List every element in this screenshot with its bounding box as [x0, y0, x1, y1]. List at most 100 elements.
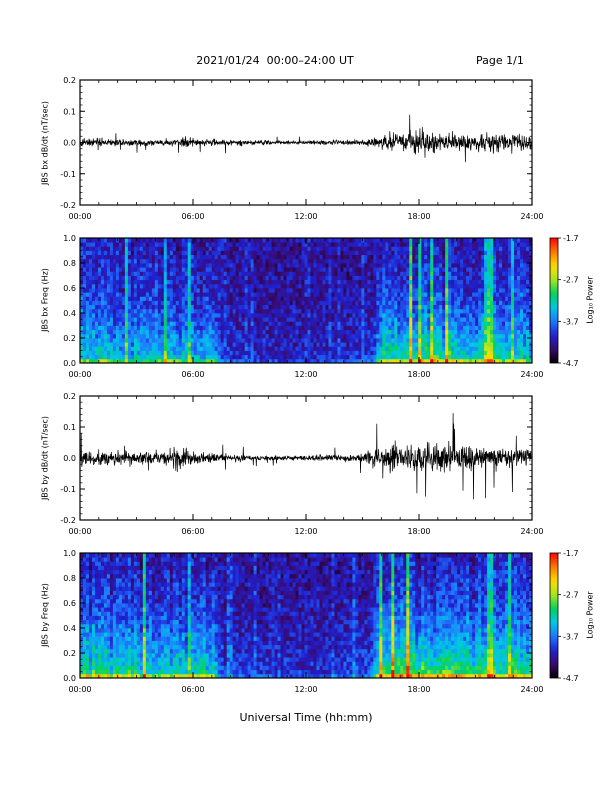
- spectrogram-cell: [409, 254, 413, 260]
- spectrogram-cell: [385, 300, 389, 306]
- spectrogram-cell: [499, 329, 503, 335]
- spectrogram-cell: [283, 254, 287, 260]
- spectrogram-cell: [337, 283, 341, 289]
- spectrogram-cell: [151, 300, 156, 306]
- spectrogram-cell: [136, 271, 141, 276]
- spectrogram-cell: [205, 271, 210, 276]
- spectrogram-cell: [511, 296, 515, 301]
- spectrogram-cell: [391, 267, 395, 272]
- spectrogram-cell: [160, 250, 165, 256]
- spectrogram-cell: [499, 292, 503, 297]
- spectrogram-cell: [484, 242, 488, 247]
- spectrogram-cell: [82, 288, 87, 293]
- spectrogram-cell: [325, 292, 329, 297]
- spectrogram-cell: [400, 350, 404, 356]
- spectrogram-cell: [508, 283, 512, 289]
- spectrogram-cell: [178, 308, 183, 314]
- spectrogram-cell: [196, 246, 201, 251]
- spectrogram-cell: [271, 288, 275, 293]
- spectrogram-cell: [127, 304, 132, 310]
- spectrogram-cell: [157, 354, 162, 360]
- spectrogram-cell: [253, 267, 258, 272]
- spectrogram-cell: [157, 279, 162, 285]
- spectrogram-cell: [490, 296, 494, 301]
- spectrogram-cell: [391, 300, 395, 306]
- spectrogram-cell: [80, 611, 84, 616]
- spectrogram-cell: [85, 313, 90, 318]
- spectrogram-cell: [385, 242, 389, 247]
- spectrogram-cell: [82, 242, 87, 247]
- spectrogram-cell: [283, 308, 287, 314]
- spectrogram-cell: [373, 350, 377, 356]
- spectrogram-cell: [202, 267, 207, 272]
- spectrogram-cell: [514, 333, 518, 339]
- spectrogram-cell: [322, 292, 326, 297]
- spectrogram-cell: [511, 317, 515, 322]
- spectrogram-cell: [88, 342, 93, 347]
- spectrogram-cell: [508, 333, 512, 339]
- spectrogram-cell: [295, 296, 299, 301]
- spectrogram-cell: [229, 254, 234, 260]
- spectrogram-cell: [403, 254, 407, 260]
- spectrogram-cell: [268, 238, 272, 243]
- spectrogram-cell: [370, 358, 374, 364]
- spectrogram-cell: [448, 350, 452, 356]
- spectrogram-cell: [406, 296, 410, 301]
- spectrogram-cell: [133, 325, 138, 331]
- spectrogram-cell: [118, 321, 123, 326]
- spectrogram-cell: [256, 350, 260, 356]
- spectrogram-cell: [289, 346, 293, 351]
- spectrogram-cell: [448, 296, 452, 301]
- spectrogram-cell: [307, 254, 311, 260]
- spectrogram-cell: [343, 346, 347, 351]
- spectrogram-cell: [499, 338, 503, 343]
- spectrogram-cell: [187, 325, 192, 331]
- spectrogram-cell: [310, 329, 314, 335]
- spectrogram-cell: [517, 338, 521, 343]
- spectrogram-cell: [289, 271, 293, 276]
- spectrogram-cell: [508, 292, 512, 297]
- spectrogram-cell: [310, 313, 314, 318]
- spectrogram-cell: [241, 288, 246, 293]
- spectrogram-cell: [199, 271, 204, 276]
- spectrogram-cell: [481, 329, 485, 335]
- spectrogram-cell: [421, 246, 425, 251]
- spectrogram-cell: [265, 271, 269, 276]
- spectrogram-cell: [277, 338, 281, 343]
- spectrogram-cell: [523, 296, 527, 301]
- spectrogram-cell: [181, 242, 186, 247]
- spectrogram-cell: [199, 296, 204, 301]
- spectrogram-cell: [250, 317, 255, 322]
- spectrogram-cell: [448, 242, 452, 247]
- spectrogram-cell: [523, 271, 527, 276]
- spectrogram-cell: [430, 267, 434, 272]
- spectrogram-cell: [259, 250, 263, 256]
- spectrogram-cell: [517, 267, 521, 272]
- spectrogram-cell: [118, 242, 123, 247]
- spectrogram-cell: [88, 271, 93, 276]
- spectrogram-cell: [91, 271, 96, 276]
- spectrogram-cell: [85, 308, 90, 314]
- spectrogram-cell: [361, 267, 365, 272]
- spectrogram-cell: [244, 271, 249, 276]
- spectrogram-cell: [316, 333, 320, 339]
- spectrogram-cell: [235, 346, 240, 351]
- spectrogram-cell: [106, 258, 111, 264]
- spectrogram-cell: [319, 329, 323, 335]
- spectrogram-cell: [262, 271, 266, 276]
- spectrogram-cell: [472, 275, 476, 281]
- spectrogram-cell: [430, 358, 434, 364]
- spectrogram-cell: [94, 246, 99, 251]
- spectrogram-cell: [376, 254, 380, 260]
- spectrogram-cell: [352, 333, 356, 339]
- spectrogram-cell: [142, 296, 147, 301]
- spectrogram-cell: [277, 317, 281, 322]
- spectrogram-cell: [307, 275, 311, 281]
- spectrogram-cell: [88, 304, 93, 310]
- spectrogram-cell: [211, 267, 216, 272]
- spectrogram-cell: [328, 313, 332, 318]
- spectrogram-cell: [184, 288, 189, 293]
- spectrogram-cell: [136, 288, 141, 293]
- spectrogram-cell: [232, 267, 237, 272]
- spectrogram-cell: [133, 304, 138, 310]
